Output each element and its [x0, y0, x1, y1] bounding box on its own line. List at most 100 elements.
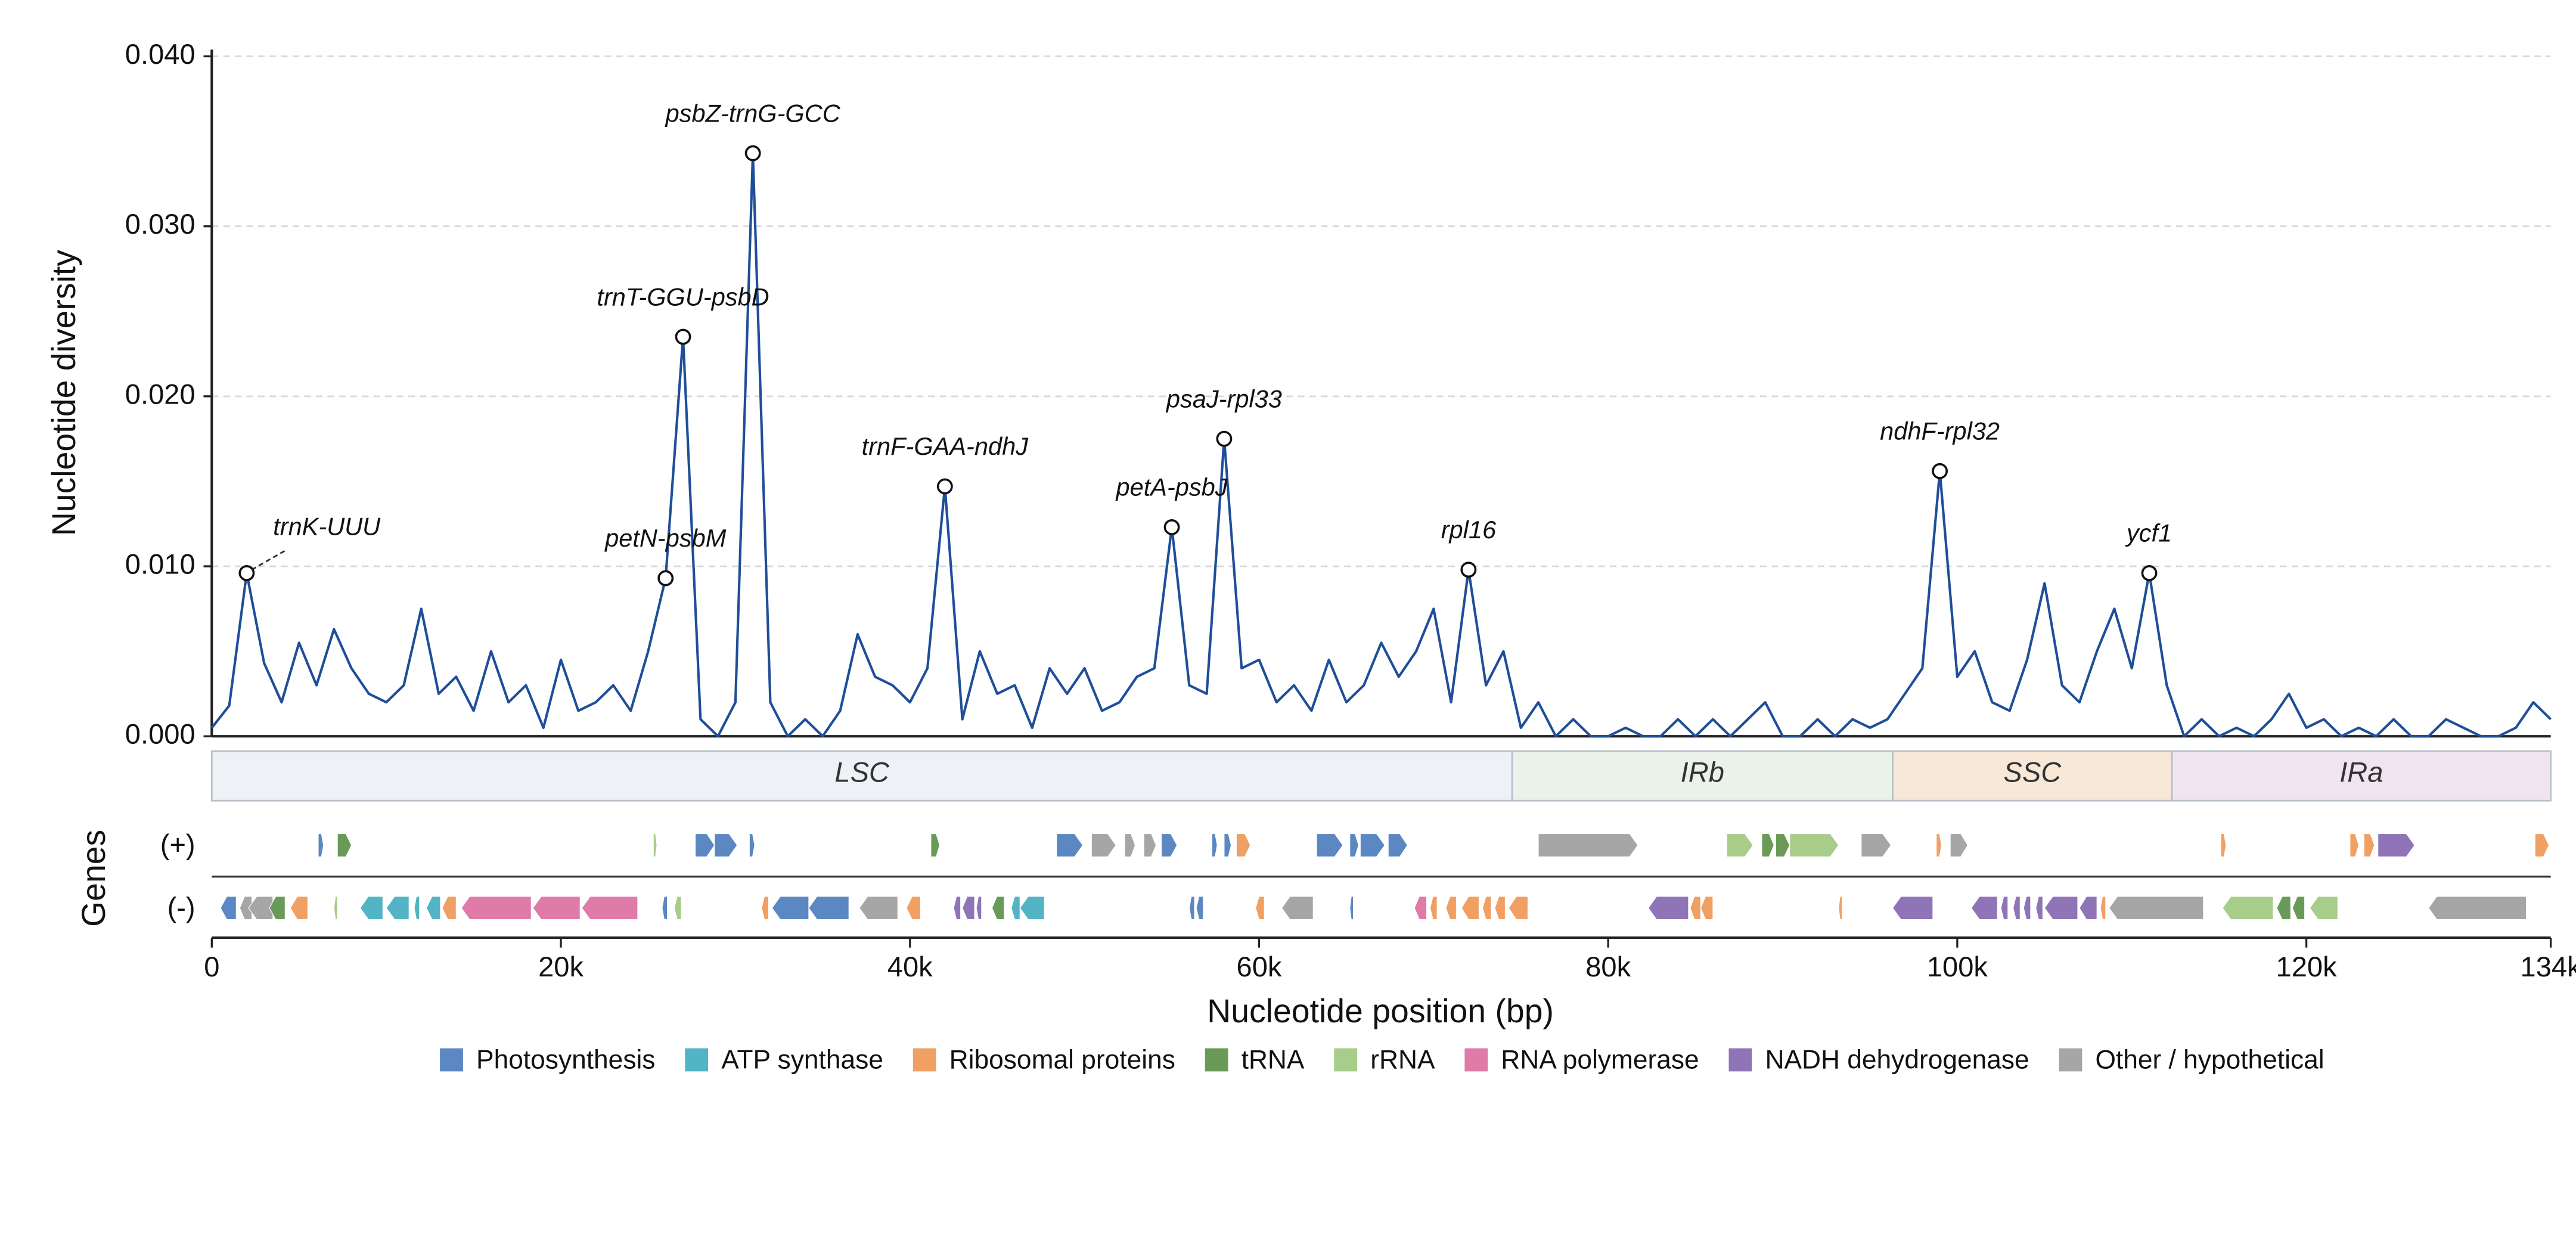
gene [1011, 896, 1020, 920]
peak-label: trnT-GGU-psbD [597, 283, 769, 311]
gene [976, 896, 982, 920]
gene [2428, 896, 2527, 920]
legend-label: Photosynthesis [476, 1045, 655, 1074]
gene [1445, 896, 1457, 920]
gene [1970, 896, 1998, 920]
gene [1056, 833, 1084, 857]
gene [333, 896, 338, 920]
gene [1838, 896, 1843, 920]
gene [2035, 896, 2043, 920]
gene [962, 896, 975, 920]
gene [694, 833, 715, 857]
gene [318, 833, 324, 857]
strand-label: (-) [167, 891, 195, 923]
x-tick-label: 120k [2276, 951, 2338, 982]
leader-line [251, 549, 287, 571]
region-label: SSC [2003, 756, 2062, 787]
peak-marker [1163, 519, 1180, 535]
gene [359, 896, 383, 920]
gene [2000, 896, 2009, 920]
gene [1429, 896, 1438, 920]
gene [2292, 896, 2305, 920]
gene [859, 896, 898, 920]
gene [2222, 896, 2274, 920]
gene [581, 896, 638, 920]
gene [1414, 896, 1427, 920]
gene [2044, 896, 2078, 920]
gene [714, 833, 738, 857]
peak-marker [2141, 565, 2158, 581]
strand-label: (+) [160, 829, 195, 860]
gene [1538, 833, 1638, 857]
gene [1349, 896, 1354, 920]
gene [239, 896, 253, 920]
gene [1255, 896, 1265, 920]
gene [653, 833, 657, 857]
gene [991, 896, 1005, 920]
gene [1091, 833, 1117, 857]
gene [1196, 896, 1204, 920]
legend-swatch [685, 1048, 709, 1072]
gene [1188, 896, 1195, 920]
gene [426, 896, 441, 920]
legend-label: Ribosomal proteins [949, 1045, 1175, 1074]
gene [442, 896, 457, 920]
region-band [2171, 750, 2552, 802]
gene [461, 896, 532, 920]
gene [2309, 896, 2338, 920]
gene [532, 896, 581, 920]
gene [1281, 896, 1314, 920]
gene [808, 896, 849, 920]
gene [2079, 896, 2097, 920]
gene [337, 833, 352, 857]
gene [2100, 896, 2106, 920]
x-tick-label: 100k [1927, 951, 1988, 982]
peak-marker [238, 565, 255, 581]
gene [1775, 833, 1790, 857]
legend-swatch [440, 1048, 463, 1072]
y-axis-label: Nucleotide diversity [45, 250, 82, 536]
gene [1019, 896, 1045, 920]
x-tick-label: 134k [2521, 951, 2576, 982]
legend-swatch [1205, 1048, 1228, 1072]
peak-marker [1216, 430, 1233, 447]
peak-label: rpl16 [1441, 516, 1497, 544]
gene [1236, 833, 1251, 857]
peak-marker [1460, 562, 1477, 578]
peak-label: trnK-UUU [273, 513, 381, 541]
legend-swatch [1464, 1048, 1488, 1072]
gene [2109, 896, 2204, 920]
legend-swatch [2059, 1048, 2082, 1072]
legend-label: Other / hypothetical [2095, 1045, 2324, 1074]
gene [1224, 833, 1232, 857]
gene [1143, 833, 1157, 857]
x-tick-label: 20k [538, 951, 584, 982]
gene [906, 896, 921, 920]
peak-marker [1932, 463, 1948, 479]
gene [953, 896, 961, 920]
gene [1700, 896, 1714, 920]
region-band [210, 750, 1513, 802]
gene [1726, 833, 1753, 857]
gene [2363, 833, 2375, 857]
genes-label: Genes [75, 830, 112, 927]
y-tick-label: 0.010 [125, 548, 195, 579]
x-tick-label: 40k [887, 951, 933, 982]
gene [2350, 833, 2360, 857]
x-tick-label: 60k [1237, 951, 1282, 982]
gene [1211, 833, 1218, 857]
gene [674, 896, 682, 920]
peak-label: ycf1 [2125, 519, 2172, 547]
gene [2378, 833, 2415, 857]
gene [1461, 896, 1480, 920]
legend-label: rRNA [1370, 1045, 1435, 1074]
peak-marker [744, 145, 761, 162]
gene [1388, 833, 1408, 857]
gene [1690, 896, 1701, 920]
legend-swatch [1334, 1048, 1358, 1072]
gene [1494, 896, 1506, 920]
legend-label: ATP synthase [721, 1045, 883, 1074]
gene [269, 896, 285, 920]
region-label: IRb [1681, 756, 1724, 787]
peak-label: petN-psbM [604, 524, 727, 552]
